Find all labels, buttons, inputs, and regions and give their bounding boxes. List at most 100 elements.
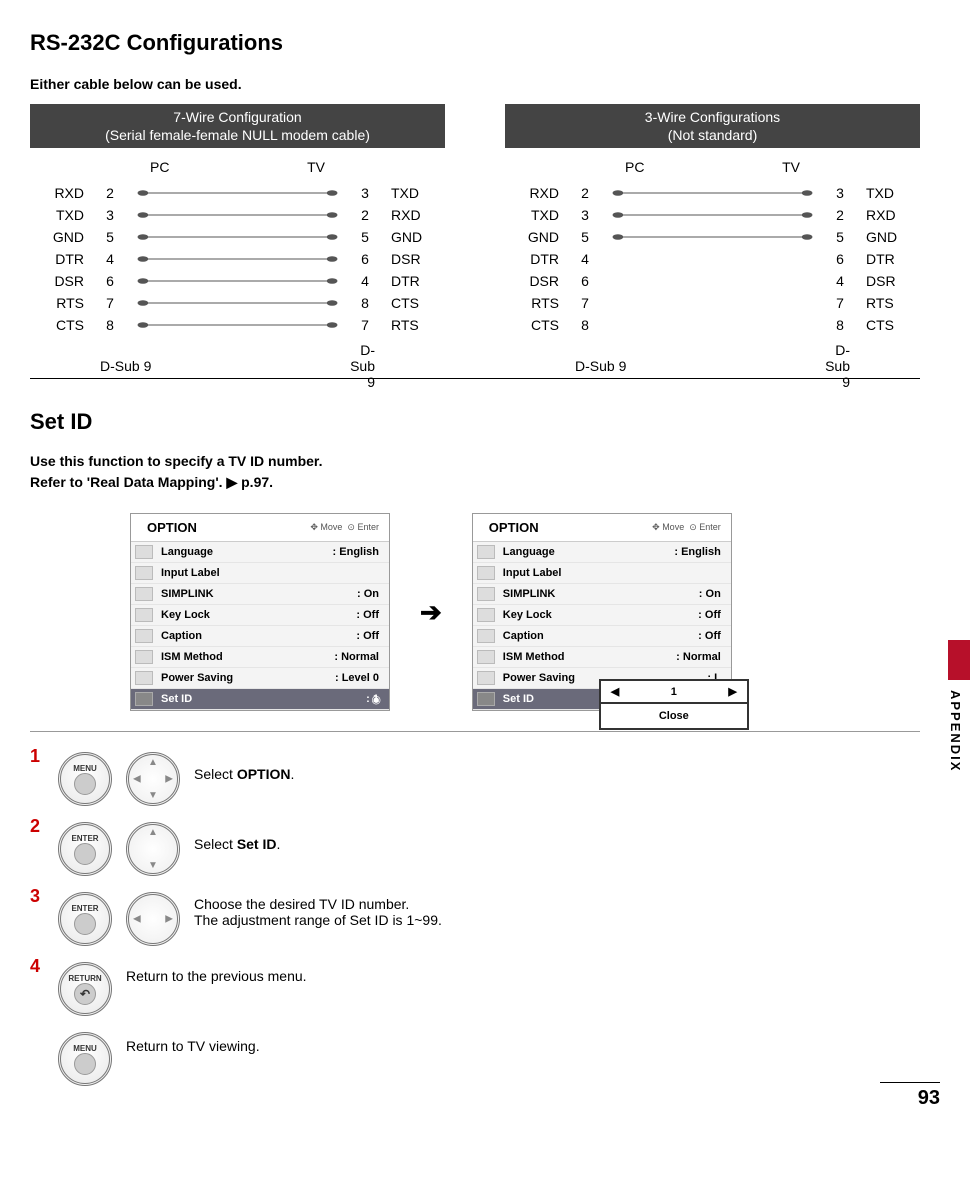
cable-3wire: 3-Wire Configurations (Not standard) PC … — [505, 104, 920, 368]
row-icon — [477, 629, 495, 643]
row-icon — [135, 566, 153, 580]
move-icon: ✥ — [310, 522, 318, 532]
row-label: Input Label — [161, 567, 379, 579]
popup-value: 1 — [671, 686, 677, 698]
menu-row-language[interactable]: LanguageEnglish — [473, 542, 731, 563]
pin-right: 3 — [345, 185, 385, 201]
pin-right: 5 — [345, 229, 385, 245]
step3-text-a: Choose the desired TV ID number. — [194, 896, 442, 912]
row-label: Caption — [161, 630, 356, 642]
menu-row-key-lock[interactable]: Key LockOff — [473, 605, 731, 626]
menu-button-icon: MENU — [58, 1032, 112, 1086]
row-label: Input Label — [503, 567, 721, 579]
menu-row-input-label[interactable]: Input Label — [131, 563, 389, 584]
popup-close-button[interactable]: Close — [601, 704, 747, 728]
cable-7wire-title-l1: 7-Wire Configuration — [36, 108, 439, 126]
enter-icon: ⊙ — [347, 522, 355, 532]
side-red-marker — [948, 640, 970, 680]
signal-right: GND — [385, 229, 445, 245]
enter-button-icon: ENTER — [58, 822, 112, 876]
selected-indicator-icon: ◉ — [371, 693, 381, 706]
pin-left: 7 — [90, 295, 130, 311]
menu-row-power-saving[interactable]: Power SavingLevel 0 — [131, 668, 389, 689]
row-icon — [477, 671, 495, 685]
row-label: SIMPLINK — [161, 588, 357, 600]
pin-row: DSR64DTR — [30, 270, 445, 292]
step-4: 4 RETURN ↶ Return to the previous menu. — [30, 962, 920, 1016]
page-number: 93 — [880, 1082, 940, 1110]
divider — [30, 378, 920, 379]
popup-right-arrow[interactable]: ▶ — [728, 685, 736, 698]
pin-row: DTR46DTR — [505, 248, 920, 270]
dpad-vert-icon: ▲▼ — [126, 822, 180, 876]
dpad-icon: ▲▼ ◀▶ — [126, 752, 180, 806]
signal-right: CTS — [385, 295, 445, 311]
row-label: Set ID — [161, 693, 366, 705]
menu-row-caption[interactable]: CaptionOff — [131, 626, 389, 647]
wire-icon — [130, 292, 345, 314]
pin-row: GND55GND — [505, 226, 920, 248]
menu-row-ism-method[interactable]: ISM MethodNormal — [131, 647, 389, 668]
signal-left: DSR — [30, 273, 90, 289]
menu-row-caption[interactable]: CaptionOff — [473, 626, 731, 647]
signal-left: GND — [30, 229, 90, 245]
pin-left: 2 — [90, 185, 130, 201]
pin-left: 4 — [90, 251, 130, 267]
btn-label: ENTER — [71, 904, 98, 913]
signal-right: DTR — [385, 273, 445, 289]
wire-icon — [130, 182, 345, 204]
step-1: 1 MENU ▲▼ ◀▶ Select OPTION. — [30, 752, 920, 806]
menu-row-simplink[interactable]: SIMPLINKOn — [473, 584, 731, 605]
pin-left: 5 — [90, 229, 130, 245]
signal-left: RXD — [505, 185, 565, 201]
signal-left: TXD — [505, 207, 565, 223]
setid-popup: ◀ 1 ▶ Close — [599, 679, 749, 730]
pin-row: RTS77RTS — [505, 292, 920, 314]
row-icon — [135, 587, 153, 601]
enter-icon: ⊙ — [689, 522, 697, 532]
hint-move: Move — [662, 522, 684, 532]
head-tv: TV — [782, 159, 800, 175]
menu-row-set-id[interactable]: Set ID1◉ — [131, 689, 389, 710]
pin-right: 8 — [345, 295, 385, 311]
menu-row-ism-method[interactable]: ISM MethodNormal — [473, 647, 731, 668]
cable-diagrams: 7-Wire Configuration (Serial female-fema… — [30, 104, 920, 368]
return-button-icon: RETURN ↶ — [58, 962, 112, 1016]
row-label: Power Saving — [161, 672, 335, 684]
row-value: Off — [356, 609, 379, 621]
intro-text: Either cable below can be used. — [30, 76, 920, 92]
step1-text-b: OPTION — [237, 766, 291, 782]
signal-right: CTS — [860, 317, 920, 333]
row-label: SIMPLINK — [503, 588, 699, 600]
step3-text-b: The adjustment range of Set ID is 1~99. — [194, 912, 442, 928]
btn-label: MENU — [73, 764, 97, 773]
cable-7wire-title-l2: (Serial female-female NULL modem cable) — [36, 126, 439, 144]
menu-title: OPTION — [147, 520, 197, 535]
pin-right: 6 — [345, 251, 385, 267]
popup-left-arrow[interactable]: ◀ — [611, 685, 619, 698]
pin-row: TXD32RXD — [30, 204, 445, 226]
row-icon — [477, 650, 495, 664]
menu-row-input-label[interactable]: Input Label — [473, 563, 731, 584]
step4-text: Return to the previous menu. — [126, 962, 307, 984]
side-tab: APPENDIX — [948, 640, 970, 800]
cable-7wire: 7-Wire Configuration (Serial female-fema… — [30, 104, 445, 368]
signal-left: CTS — [30, 317, 90, 333]
pin-right: 7 — [820, 295, 860, 311]
pin-left: 8 — [90, 317, 130, 333]
menu-row-simplink[interactable]: SIMPLINKOn — [131, 584, 389, 605]
head-pc: PC — [625, 159, 644, 175]
setid-line2b: p.97 — [241, 474, 269, 490]
pin-left: 7 — [565, 295, 605, 311]
signal-left: DSR — [505, 273, 565, 289]
step1-text-a: Select — [194, 766, 237, 782]
row-value: Level 0 — [335, 672, 379, 684]
setid-desc: Use this function to specify a TV ID num… — [30, 451, 920, 493]
menu-row-language[interactable]: LanguageEnglish — [131, 542, 389, 563]
row-value: Normal — [334, 651, 379, 663]
menu-title: OPTION — [489, 520, 539, 535]
menu-row-key-lock[interactable]: Key LockOff — [131, 605, 389, 626]
cable-3wire-title-l1: 3-Wire Configurations — [511, 108, 914, 126]
row-value: On — [357, 588, 379, 600]
page-title: RS-232C Configurations — [30, 30, 920, 56]
